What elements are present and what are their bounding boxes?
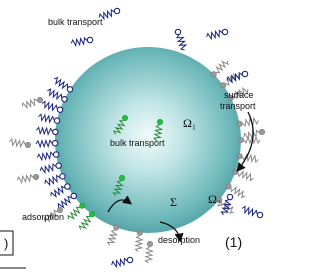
surface-label: surface xyxy=(224,90,254,100)
omega-2: Ω₂ xyxy=(208,192,221,206)
transport-label: transport xyxy=(220,101,256,111)
bulk-transport-inner-label: bulk transport xyxy=(110,138,165,148)
page: {"labels": { "bulk_transport_top": "bulk… xyxy=(0,0,269,274)
desorption-label: desorption xyxy=(158,235,200,245)
diagram: bulk transport surface transport Ω₁ bulk… xyxy=(0,0,269,274)
omega-1: Ω₁ xyxy=(183,116,196,130)
adsorption-label: adsorption xyxy=(22,212,64,222)
cropped-box-text: ) xyxy=(4,236,8,251)
equation-number: (1) xyxy=(225,234,242,250)
sigma: Σ xyxy=(170,195,177,209)
bulk-transport-label: bulk transport xyxy=(48,17,103,27)
